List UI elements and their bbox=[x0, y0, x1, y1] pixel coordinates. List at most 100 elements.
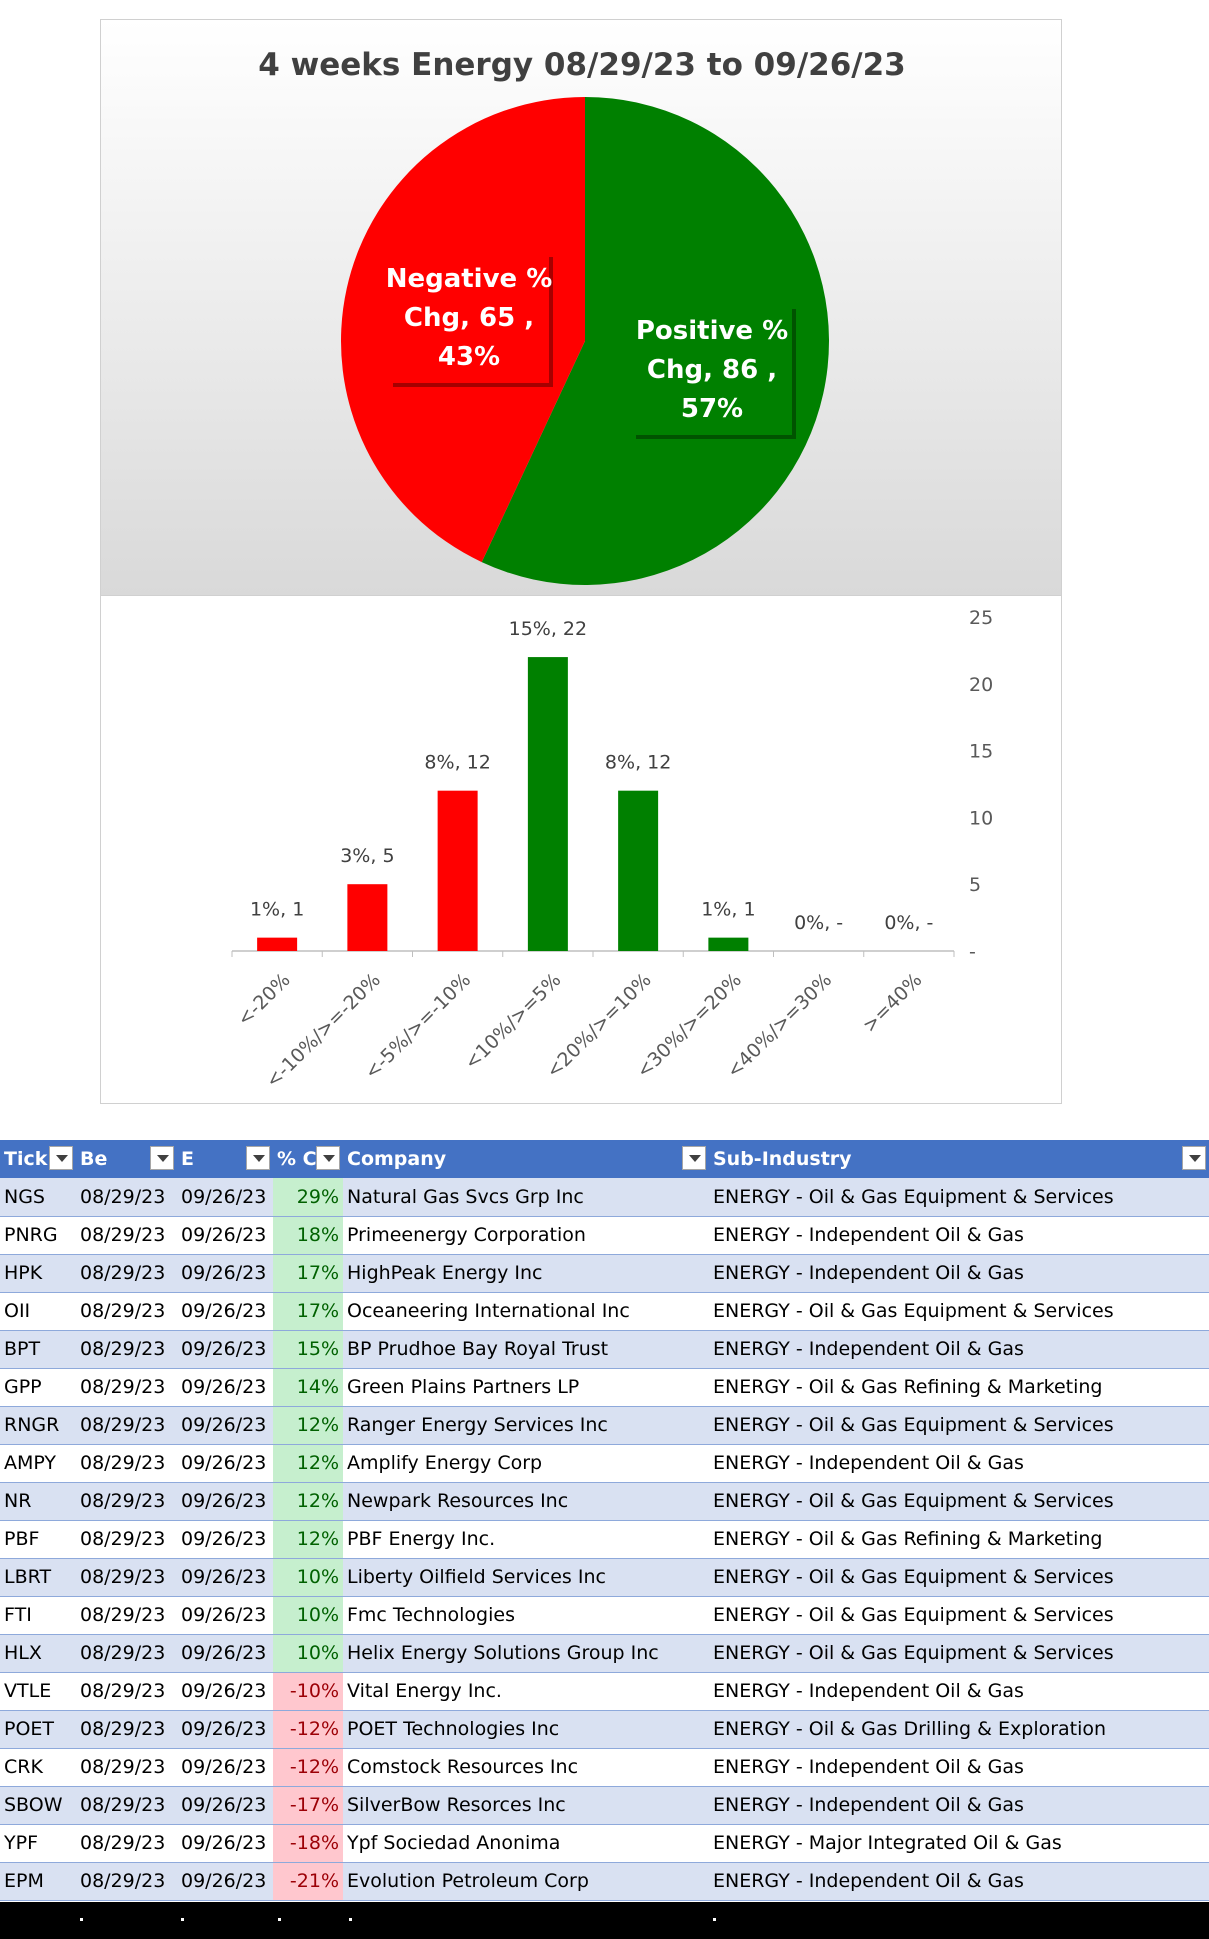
table-row: SBOW 08/29/23 09/26/23 -17% SilverBow Resorc… bbox=[0, 1786, 1209, 1825]
cell-begin-date: 08/29/23 bbox=[76, 1634, 177, 1673]
cell-sub-industry: ENERGY - Independent Oil & Gas bbox=[709, 1672, 1209, 1711]
cell-pct-change: -12% bbox=[273, 1710, 343, 1749]
cell-ticker: BPT bbox=[0, 1330, 76, 1369]
bar-0 bbox=[257, 937, 298, 951]
cell-begin-date: 08/29/23 bbox=[76, 1672, 177, 1711]
cell-company: Comstock Resources Inc bbox=[343, 1748, 709, 1787]
cell-begin-date: 08/29/23 bbox=[76, 1862, 177, 1901]
column-marker-dot bbox=[349, 1918, 352, 1921]
filter-dropdown-icon[interactable] bbox=[246, 1146, 270, 1170]
cell-ticker: OII bbox=[0, 1292, 76, 1331]
cell-end-date: 09/26/23 bbox=[177, 1862, 273, 1901]
header-sub-industry: Sub-Industry bbox=[709, 1140, 1209, 1178]
cell-ticker: NGS bbox=[0, 1178, 76, 1217]
bar-data-label: 0%, - bbox=[884, 912, 933, 934]
cell-begin-date: 08/29/23 bbox=[76, 1748, 177, 1787]
pie-label-positive-line: Chg, 86 , bbox=[647, 355, 777, 385]
cell-sub-industry: ENERGY - Oil & Gas Equipment & Services bbox=[709, 1634, 1209, 1673]
cell-company: HighPeak Energy Inc bbox=[343, 1254, 709, 1293]
y-tick-label: 25 bbox=[969, 607, 993, 629]
cell-company: POET Technologies Inc bbox=[343, 1710, 709, 1749]
cell-end-date: 09/26/23 bbox=[177, 1178, 273, 1217]
cell-ticker: PNRG bbox=[0, 1216, 76, 1255]
cell-pct-change: -12% bbox=[273, 1748, 343, 1787]
cell-begin-date: 08/29/23 bbox=[76, 1216, 177, 1255]
cell-end-date: 09/26/23 bbox=[177, 1330, 273, 1369]
cell-pct-change: 17% bbox=[273, 1254, 343, 1293]
bar-data-label: 15%, 22 bbox=[509, 618, 588, 640]
pie-label-positive-line: Positive % bbox=[636, 316, 788, 346]
pie-label-positive: Positive % Chg, 86 , 57% bbox=[632, 305, 796, 439]
bar-5 bbox=[708, 937, 749, 951]
table-row: RNGR 08/29/23 09/26/23 12% Ranger Energy Ser… bbox=[0, 1406, 1209, 1445]
table-row: NGS 08/29/23 09/26/23 29% Natural Gas Svcs G… bbox=[0, 1178, 1209, 1217]
cell-sub-industry: ENERGY - Oil & Gas Equipment & Services bbox=[709, 1178, 1209, 1217]
cell-sub-industry: ENERGY - Oil & Gas Equipment & Services bbox=[709, 1482, 1209, 1521]
cell-pct-change: 12% bbox=[273, 1406, 343, 1445]
cell-pct-change: -21% bbox=[273, 1862, 343, 1901]
bar-data-label: 8%, 12 bbox=[605, 752, 671, 774]
filter-dropdown-icon[interactable] bbox=[49, 1146, 73, 1170]
cell-begin-date: 08/29/23 bbox=[76, 1558, 177, 1597]
y-tick-label: 20 bbox=[969, 674, 993, 696]
table-row: PBF 08/29/23 09/26/23 12% PBF Energy Inc. ENE… bbox=[0, 1520, 1209, 1559]
cell-begin-date: 08/29/23 bbox=[76, 1824, 177, 1863]
cell-end-date: 09/26/23 bbox=[177, 1672, 273, 1711]
table-row: CRK 08/29/23 09/26/23 -12% Comstock Resource… bbox=[0, 1748, 1209, 1787]
cell-ticker: PBF bbox=[0, 1520, 76, 1559]
cell-company: Newpark Resources Inc bbox=[343, 1482, 709, 1521]
table-row: BPT 08/29/23 09/26/23 15% BP Prudhoe Bay Roy… bbox=[0, 1330, 1209, 1369]
cell-sub-industry: ENERGY - Independent Oil & Gas bbox=[709, 1444, 1209, 1483]
cell-begin-date: 08/29/23 bbox=[76, 1710, 177, 1749]
column-marker-dot bbox=[713, 1918, 716, 1921]
filter-dropdown-icon[interactable] bbox=[150, 1146, 174, 1170]
cell-begin-date: 08/29/23 bbox=[76, 1482, 177, 1521]
table-row: AMPY 08/29/23 09/26/23 12% Amplify Energy Co… bbox=[0, 1444, 1209, 1483]
bottom-strip bbox=[0, 1902, 1209, 1939]
cell-begin-date: 08/29/23 bbox=[76, 1520, 177, 1559]
table-row: YPF 08/29/23 09/26/23 -18% Ypf Sociedad Anon… bbox=[0, 1824, 1209, 1863]
column-marker-dot bbox=[80, 1918, 83, 1921]
bar-data-label: 1%, 1 bbox=[250, 899, 304, 921]
y-tick-label: 5 bbox=[969, 874, 981, 896]
cell-company: BP Prudhoe Bay Royal Trust bbox=[343, 1330, 709, 1369]
pie-chart: 4 weeks Energy 08/29/23 to 09/26/23 Nega… bbox=[258, 47, 906, 585]
cell-begin-date: 08/29/23 bbox=[76, 1330, 177, 1369]
cell-end-date: 09/26/23 bbox=[177, 1748, 273, 1787]
cell-sub-industry: ENERGY - Oil & Gas Equipment & Services bbox=[709, 1558, 1209, 1597]
filter-dropdown-icon[interactable] bbox=[1182, 1146, 1206, 1170]
y-tick-label: 15 bbox=[969, 741, 993, 763]
cell-ticker: AMPY bbox=[0, 1444, 76, 1483]
cell-begin-date: 08/29/23 bbox=[76, 1596, 177, 1635]
table-row: FTI 08/29/23 09/26/23 10% Fmc Technologies EN… bbox=[0, 1596, 1209, 1635]
cell-end-date: 09/26/23 bbox=[177, 1444, 273, 1483]
bar-2 bbox=[437, 790, 478, 951]
table-header-row: Tick Be E % C Company Sub-Industry bbox=[0, 1140, 1209, 1178]
column-marker-dot bbox=[181, 1918, 184, 1921]
table-row: LBRT 08/29/23 09/26/23 10% Liberty Oilfield … bbox=[0, 1558, 1209, 1597]
header-label: Sub-Industry bbox=[713, 1148, 852, 1170]
header-company: Company bbox=[343, 1140, 709, 1178]
cell-begin-date: 08/29/23 bbox=[76, 1368, 177, 1407]
cell-begin-date: 08/29/23 bbox=[76, 1292, 177, 1331]
cell-company: Primeenergy Corporation bbox=[343, 1216, 709, 1255]
cell-end-date: 09/26/23 bbox=[177, 1520, 273, 1559]
cell-company: Oceaneering International Inc bbox=[343, 1292, 709, 1331]
cell-pct-change: 29% bbox=[273, 1178, 343, 1217]
cell-sub-industry: ENERGY - Independent Oil & Gas bbox=[709, 1330, 1209, 1369]
cell-sub-industry: ENERGY - Oil & Gas Equipment & Services bbox=[709, 1406, 1209, 1445]
filter-dropdown-icon[interactable] bbox=[316, 1146, 340, 1170]
filter-dropdown-icon[interactable] bbox=[682, 1146, 706, 1170]
cell-end-date: 09/26/23 bbox=[177, 1786, 273, 1825]
cell-ticker: NR bbox=[0, 1482, 76, 1521]
cell-sub-industry: ENERGY - Oil & Gas Drilling & Exploratio… bbox=[709, 1710, 1209, 1749]
table-row: POET 08/29/23 09/26/23 -12% POET Technologie… bbox=[0, 1710, 1209, 1749]
table-row: EPM 08/29/23 09/26/23 -21% Evolution Petrole… bbox=[0, 1862, 1209, 1901]
pie-label-negative-line: 43% bbox=[438, 342, 500, 372]
bar-3 bbox=[527, 657, 568, 951]
cell-company: Helix Energy Solutions Group Inc bbox=[343, 1634, 709, 1673]
pie-label-negative: Negative % Chg, 65 , 43% bbox=[386, 253, 553, 387]
cell-sub-industry: ENERGY - Independent Oil & Gas bbox=[709, 1786, 1209, 1825]
cell-end-date: 09/26/23 bbox=[177, 1710, 273, 1749]
table-row: HLX 08/29/23 09/26/23 10% Helix Energy Solut… bbox=[0, 1634, 1209, 1673]
